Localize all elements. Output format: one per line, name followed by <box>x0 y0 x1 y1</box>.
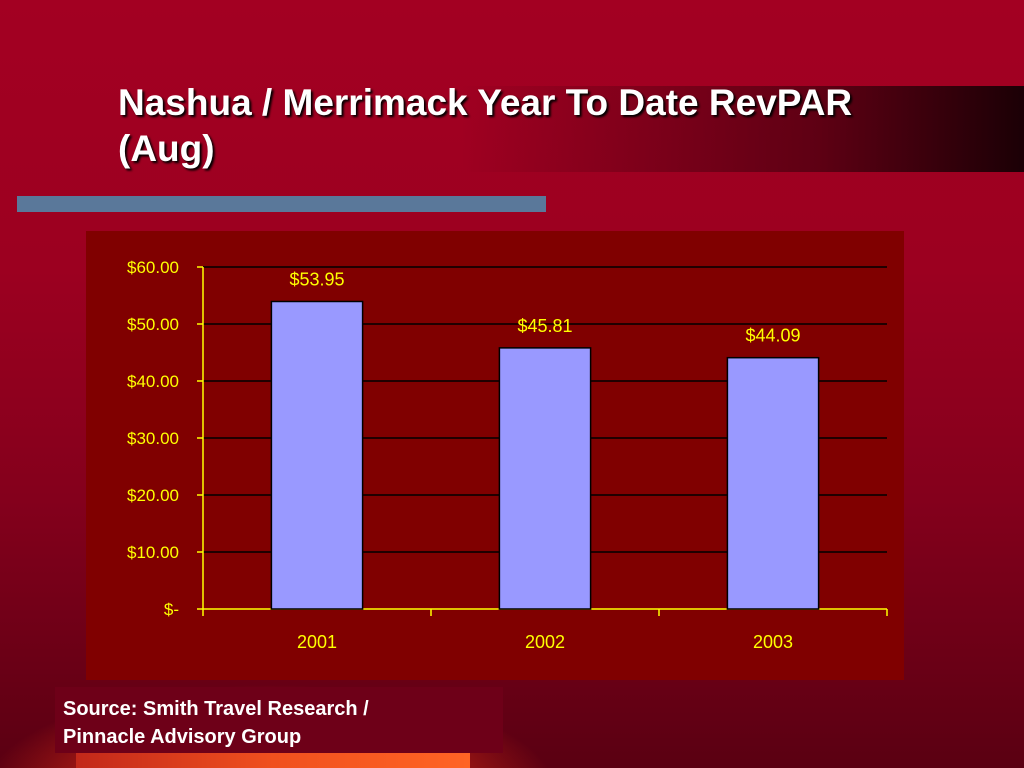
y-tick-label: $30.00 <box>127 429 179 448</box>
y-tick-label: $60.00 <box>127 258 179 277</box>
y-tick-label: $10.00 <box>127 543 179 562</box>
slide-title: Nashua / Merrimack Year To Date RevPAR (… <box>118 82 853 169</box>
bar-value-label: $53.95 <box>289 269 344 289</box>
y-tick-label: $- <box>164 600 179 619</box>
y-tick-label: $40.00 <box>127 372 179 391</box>
x-category-label: 2001 <box>297 632 337 652</box>
source-line-2: Pinnacle Advisory Group <box>63 726 302 748</box>
bottom-accent-strip <box>76 753 470 768</box>
source-line-1: Source: Smith Travel Research / <box>63 698 369 720</box>
source-note: Source: Smith Travel Research / Pinnacle… <box>55 687 503 753</box>
bar-2003 <box>726 356 820 610</box>
bar-value-label: $44.09 <box>745 326 800 346</box>
bar-2002 <box>498 347 592 610</box>
title-band <box>0 86 1024 172</box>
bar-value-label: $45.81 <box>517 316 572 336</box>
chart-panel: $- $10.00 $20.00 $30.00 $40.00 $50.00 $60.00 $5… <box>86 231 904 680</box>
revpar-bar-chart: $- $10.00 $20.00 $30.00 $40.00 $50.00 $60.00 $5… <box>127 258 888 652</box>
y-tick-label: $50.00 <box>127 315 179 334</box>
y-tick-label: $20.00 <box>127 486 179 505</box>
x-category-label: 2003 <box>753 632 793 652</box>
accent-bar <box>17 196 546 212</box>
x-category-label: 2002 <box>525 632 565 652</box>
bar-2001 <box>270 300 364 610</box>
